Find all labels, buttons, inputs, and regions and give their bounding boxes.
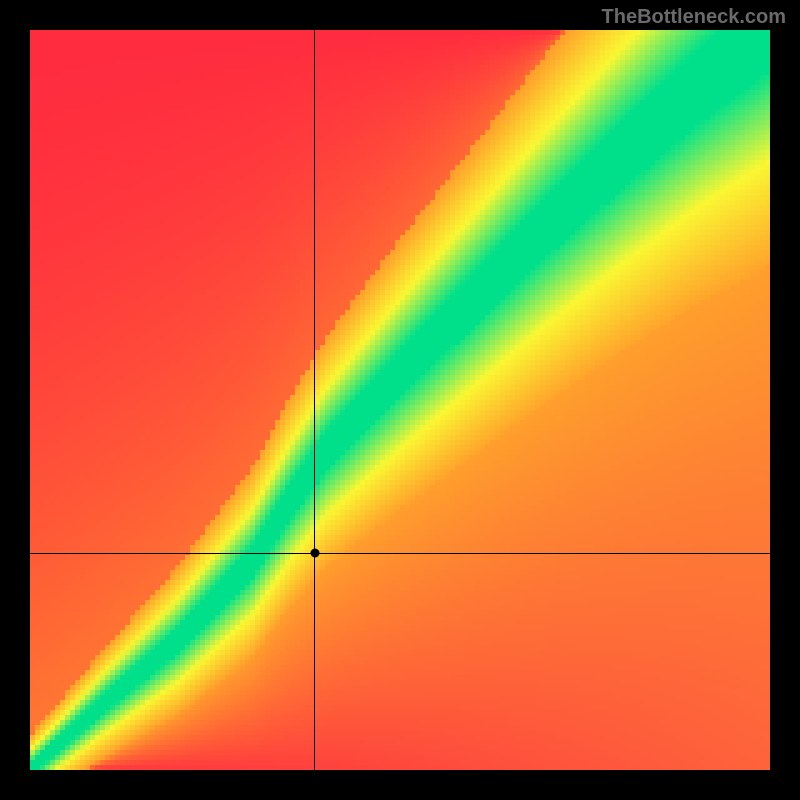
crosshair-vertical bbox=[314, 30, 315, 770]
watermark-text: TheBottleneck.com bbox=[602, 6, 786, 29]
heatmap-canvas bbox=[30, 30, 770, 770]
heatmap-plot bbox=[30, 30, 770, 770]
crosshair-horizontal bbox=[30, 553, 770, 554]
crosshair-marker bbox=[310, 549, 319, 558]
